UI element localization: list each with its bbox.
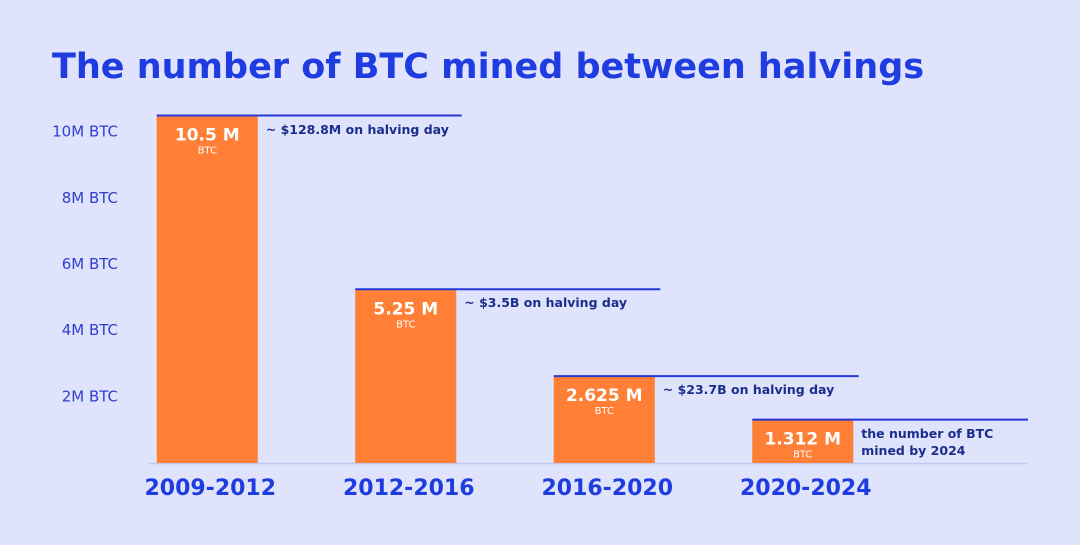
- y-tick-label: 4M BTC: [62, 321, 118, 339]
- annotation: ~ $3.5B on halving day: [464, 295, 628, 311]
- value-unit: BTC: [396, 319, 415, 330]
- y-tick-label: 6M BTC: [62, 255, 118, 273]
- value-label: 2.625 M: [566, 386, 643, 406]
- x-tick-label: 2009-2012: [144, 476, 276, 501]
- annotation: the number of BTC mined by 2024: [861, 425, 994, 458]
- y-tick-label: 8M BTC: [62, 189, 118, 207]
- x-tick-label: 2020-2024: [740, 476, 872, 501]
- bar: [355, 289, 457, 463]
- bar: [553, 376, 655, 463]
- value-unit: BTC: [595, 406, 614, 417]
- value-label: 10.5 M: [175, 126, 240, 146]
- bar: [752, 419, 854, 463]
- y-tick-label: 10M BTC: [52, 123, 118, 141]
- x-tick-label: 2016-2020: [541, 476, 673, 501]
- x-tick-label: 2012-2016: [343, 476, 475, 501]
- value-unit: BTC: [198, 146, 217, 157]
- chart-title: The number of BTC mined between halvings: [52, 47, 924, 87]
- value-label: 5.25 M: [373, 299, 438, 319]
- y-tick-label: 2M BTC: [62, 387, 118, 405]
- value-unit: BTC: [793, 450, 812, 461]
- annotation: ~ $23.7B on halving day: [662, 382, 835, 398]
- annotation: ~ $128.8M on halving day: [265, 121, 449, 137]
- bar: [156, 115, 258, 463]
- value-label: 1.312 M: [764, 430, 841, 450]
